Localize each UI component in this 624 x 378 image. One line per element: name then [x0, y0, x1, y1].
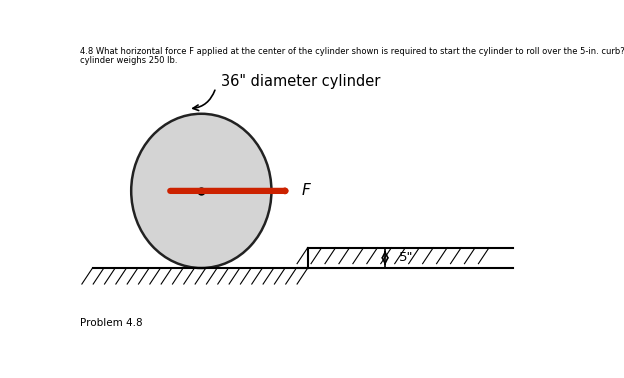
- Text: F: F: [302, 183, 311, 198]
- Text: 4.8 What horizontal force F applied at the center of the cylinder shown is requi: 4.8 What horizontal force F applied at t…: [80, 47, 624, 56]
- Text: 5": 5": [399, 251, 413, 264]
- Ellipse shape: [131, 114, 271, 268]
- Text: cylinder weighs 250 lb.: cylinder weighs 250 lb.: [80, 56, 178, 65]
- Text: 36" diameter cylinder: 36" diameter cylinder: [221, 74, 380, 89]
- Text: Problem 4.8: Problem 4.8: [80, 318, 143, 328]
